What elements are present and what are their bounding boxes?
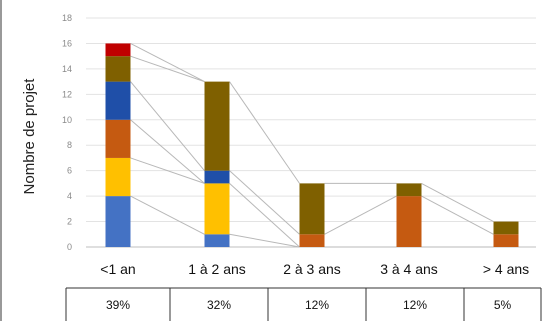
connector-line: [130, 43, 205, 83]
connector-line: [130, 157, 205, 184]
percentage-cell: 12%: [403, 298, 427, 312]
bar-segment: [204, 170, 230, 184]
connector-line: [421, 182, 494, 222]
y-tick-label: 6: [67, 166, 72, 176]
y-tick-label: 8: [67, 140, 72, 150]
connector-line: [130, 81, 205, 171]
connector-lines: [130, 43, 494, 248]
bar-segment: [105, 81, 131, 120]
x-axis-categories: <1 an 1 à 2 ans 2 à 3 ans 3 à 4 ans > 4 ans: [100, 261, 529, 277]
bar-segment: [105, 43, 131, 57]
y-tick-label: 12: [62, 89, 72, 99]
bar-segment: [396, 183, 422, 197]
bars: [105, 43, 519, 247]
bar-segment: [396, 196, 422, 247]
connector-line: [229, 183, 300, 248]
bar-segment: [493, 234, 519, 247]
bar-segment: [204, 81, 230, 171]
y-axis-title: Nombre de projet: [21, 78, 38, 195]
x-category-label: 3 à 4 ans: [380, 261, 438, 277]
bar-segment: [204, 183, 230, 235]
bar-segment: [105, 196, 131, 247]
bar-segment: [105, 157, 131, 197]
bar-segment: [204, 234, 230, 247]
y-tick-label: 4: [67, 191, 72, 201]
connector-line: [324, 195, 397, 235]
connector-line: [229, 233, 300, 248]
x-category-label: 1 à 2 ans: [188, 261, 246, 277]
connector-line: [130, 195, 205, 235]
y-tick-label: 18: [62, 13, 72, 23]
bar-segment: [105, 56, 131, 82]
x-category-label: <1 an: [100, 261, 135, 277]
y-tick-label: 10: [62, 115, 72, 125]
y-tick-label: 14: [62, 64, 72, 74]
connector-line: [421, 195, 494, 235]
x-category-label: > 4 ans: [483, 261, 529, 277]
bar-segment: [493, 221, 519, 235]
connector-line: [130, 55, 205, 83]
connector-line: [229, 170, 300, 235]
bar-segment: [299, 234, 325, 247]
connector-line: [130, 119, 205, 184]
gridlines: [86, 17, 536, 223]
x-category-label: 2 à 3 ans: [283, 261, 341, 277]
percentage-cell: 32%: [207, 298, 231, 312]
percentage-cell: 12%: [305, 298, 329, 312]
y-tick-label: 16: [62, 38, 72, 48]
percentage-cell: 39%: [106, 298, 130, 312]
y-tick-label: 2: [67, 217, 72, 227]
bar-segment: [105, 119, 131, 158]
connector-line: [229, 81, 300, 184]
bar-segment: [299, 183, 325, 235]
y-tick-label: 0: [67, 242, 72, 252]
y-axis-ticks: 0 2 4 6 8 10 12 14 16 18: [62, 13, 72, 252]
percentage-cell: 5%: [494, 298, 512, 312]
